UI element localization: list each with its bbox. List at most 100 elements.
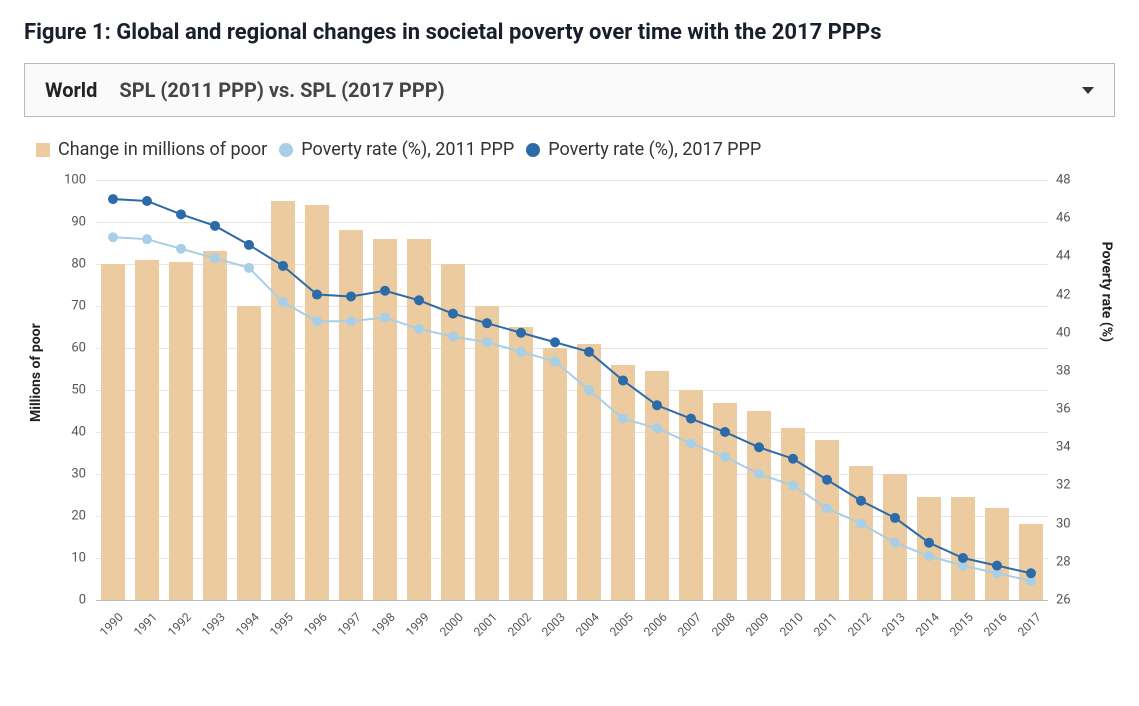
y-left-tick-label: 10 [24,551,86,566]
y-right-tick-label: 40 [1056,325,1071,340]
rate-2017-marker [924,538,934,548]
rate-2017-marker [108,194,118,204]
rate-2017-marker [788,454,798,464]
rate-2011-marker [618,414,628,424]
x-tick-label: 2005 [607,610,636,639]
x-tick-label: 2016 [981,610,1010,639]
x-tick-label: 1991 [131,610,160,639]
rate-2017-marker [754,442,764,452]
rate-2011-marker [516,347,526,357]
y-left-tick-label: 20 [24,509,86,524]
x-tick-label: 1994 [233,610,262,639]
y-right-tick-label: 30 [1056,516,1071,531]
rate-2011-marker [856,519,866,529]
rate-2011-marker [176,244,186,254]
y-right-axis-title: Poverty rate (%) [1098,242,1114,342]
rate-2011-marker [380,312,390,322]
rate-2017-marker [516,328,526,338]
legend-label-bars: Change in millions of poor [58,139,267,160]
rate-2011-marker [890,538,900,548]
rate-2011-marker [754,469,764,479]
x-tick-label: 2007 [675,610,704,639]
rate-2017-marker [856,496,866,506]
rate-2017-marker [890,513,900,523]
y-left-tick-label: 40 [24,425,86,440]
y-right-tick-label: 28 [1056,554,1071,569]
x-tick-label: 1997 [335,610,364,639]
x-tick-label: 2008 [709,610,738,639]
rate-2017-marker [414,295,424,305]
x-tick-label: 1999 [403,610,432,639]
x-tick-label: 2015 [947,610,976,639]
rate-2011-marker [924,551,934,561]
x-tick-label: 2004 [573,610,602,639]
rate-2017-marker [550,337,560,347]
y-right-tick-label: 48 [1056,173,1071,188]
x-tick-label: 2011 [811,610,840,639]
chart-legend: Change in millions of poor Poverty rate … [36,139,1115,160]
y-left-tick-label: 100 [24,173,86,188]
poverty-chart: Millions of poor Poverty rate (%) 010203… [24,164,1114,684]
rate-2017-marker [584,347,594,357]
selector-region: World [45,78,97,102]
x-tick-label: 2001 [471,610,500,639]
x-axis-baseline [96,600,1048,601]
y-left-tick-label: 90 [24,215,86,230]
x-tick-label: 1993 [199,610,228,639]
rate-2017-marker [176,209,186,219]
y-right-tick-label: 38 [1056,363,1071,378]
x-tick-label: 1996 [301,610,330,639]
x-tick-label: 2000 [437,610,466,639]
rate-2011-marker [584,385,594,395]
figure-title: Figure 1: Global and regional changes in… [24,20,1115,45]
rate-2017-marker [244,240,254,250]
y-left-tick-label: 80 [24,257,86,272]
rate-2017-marker [958,553,968,563]
y-right-tick-label: 44 [1056,249,1071,264]
legend-label-2017: Poverty rate (%), 2017 PPP [548,139,761,160]
y-right-tick-label: 46 [1056,211,1071,226]
y-right-tick-label: 36 [1056,402,1071,417]
rate-2011-marker [448,332,458,342]
rate-2017-marker [992,561,1002,571]
rate-2017-marker [312,290,322,300]
rate-2011-marker [210,253,220,263]
rate-2011-marker [720,452,730,462]
x-tick-label: 2013 [879,610,908,639]
selector-metric: SPL (2011 PPP) vs. SPL (2017 PPP) [119,78,444,102]
rate-2011-marker [822,503,832,513]
rate-2011-marker [278,297,288,307]
x-tick-label: 1995 [267,610,296,639]
rate-2011-marker [142,234,152,244]
x-tick-label: 2012 [845,610,874,639]
x-tick-label: 2014 [913,610,942,639]
rate-2017-marker [822,475,832,485]
rate-2011-line [113,237,1031,581]
rate-2017-marker [618,375,628,385]
rate-2017-marker [720,427,730,437]
rate-2011-marker [482,337,492,347]
rate-2017-marker [482,318,492,328]
x-tick-label: 1992 [165,610,194,639]
rate-2011-marker [312,316,322,326]
rate-2011-marker [244,263,254,273]
legend-swatch-2011 [279,143,293,157]
rate-2017-marker [142,196,152,206]
legend-label-2011: Poverty rate (%), 2011 PPP [301,139,514,160]
y-right-tick-label: 34 [1056,440,1071,455]
x-tick-label: 2017 [1015,610,1044,639]
y-left-tick-label: 30 [24,467,86,482]
rate-2011-marker [788,480,798,490]
x-tick-label: 1998 [369,610,398,639]
x-tick-label: 1990 [97,610,126,639]
rate-2011-marker [346,316,356,326]
rate-2011-marker [414,324,424,334]
rate-2017-marker [448,309,458,319]
x-tick-label: 2010 [777,610,806,639]
y-left-tick-label: 70 [24,299,86,314]
line-overlay [96,180,1048,600]
selector-content: World SPL (2011 PPP) vs. SPL (2017 PPP) [45,78,445,102]
region-metric-selector[interactable]: World SPL (2011 PPP) vs. SPL (2017 PPP) [24,63,1115,117]
x-tick-label: 2002 [505,610,534,639]
rate-2011-marker [652,423,662,433]
